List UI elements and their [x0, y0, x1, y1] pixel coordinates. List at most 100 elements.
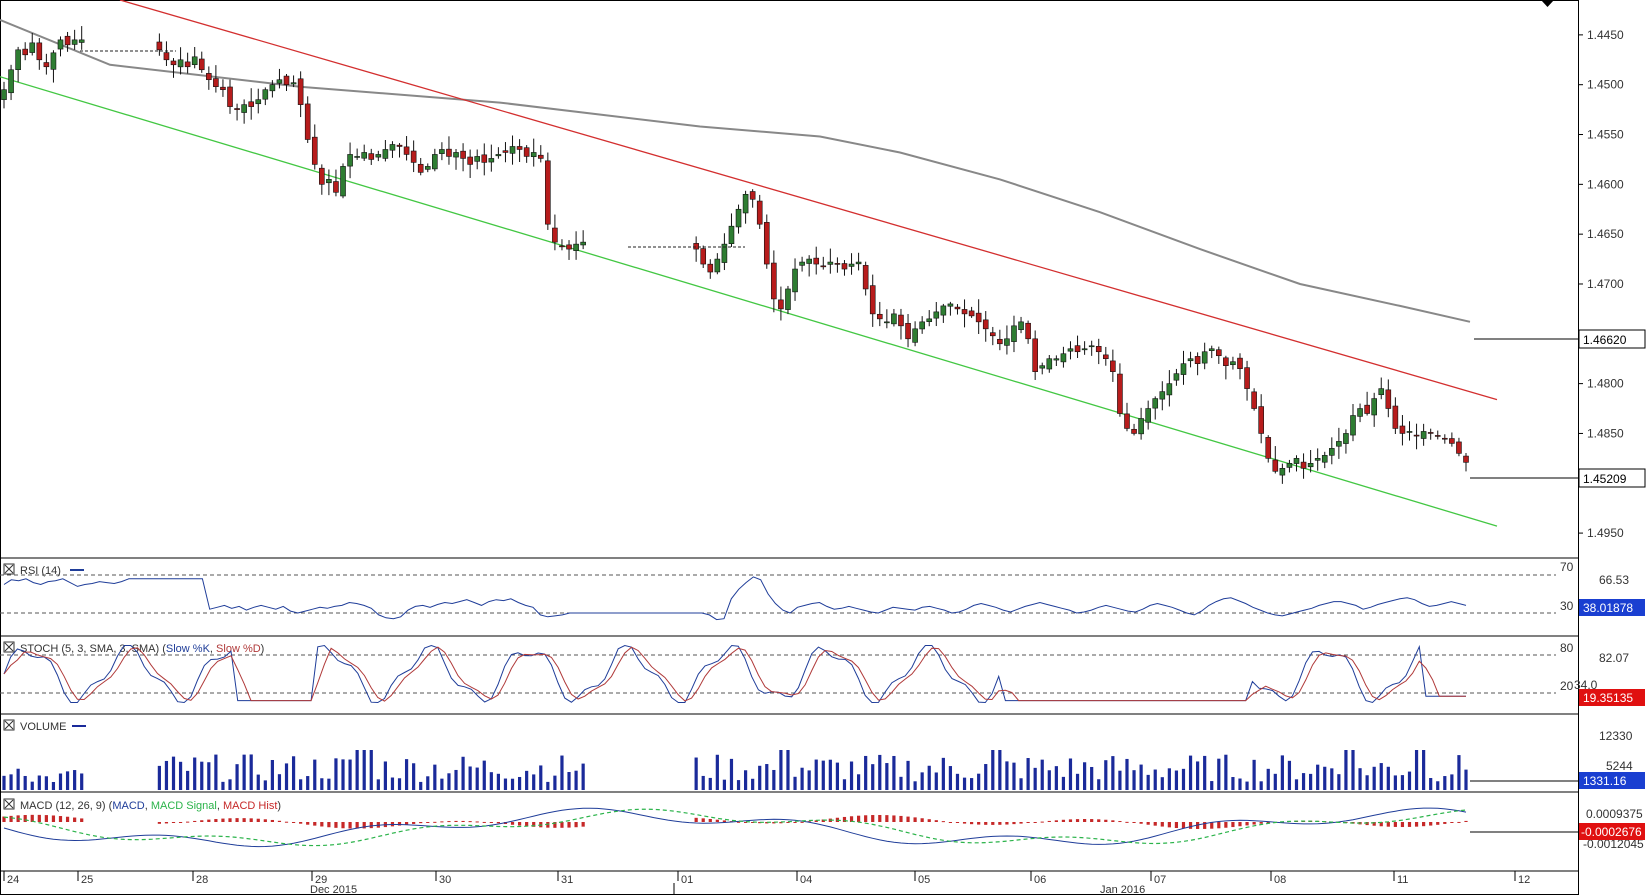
candle-body: [460, 150, 466, 159]
candle-body: [177, 59, 184, 68]
rsi-close-icon[interactable]: [4, 564, 14, 574]
volume-close-icon[interactable]: [4, 720, 14, 730]
volume-bar: [419, 781, 423, 790]
candle-body: [50, 52, 57, 70]
macd-hist-bar: [574, 822, 578, 828]
volume-bar: [299, 779, 303, 790]
candle-body: [1095, 346, 1102, 353]
stoch-toggle-icon[interactable]: [3, 641, 15, 653]
candle-body: [1427, 432, 1434, 434]
candle-body: [1406, 431, 1413, 433]
macd-toggle-icon[interactable]: [3, 798, 15, 810]
macd-hist-bar: [998, 822, 1002, 825]
candle-body: [961, 309, 968, 315]
volume-bar: [779, 750, 783, 790]
volume-bar: [1337, 774, 1341, 790]
candle-body: [382, 149, 389, 159]
candle-body: [813, 257, 820, 265]
volume-bar: [1118, 770, 1122, 790]
candle-body: [1237, 357, 1243, 369]
candle-body: [340, 166, 346, 197]
macd-hist-bar: [496, 822, 500, 824]
macd-value-label: -0.0002676: [1581, 825, 1642, 839]
candle-body: [742, 194, 749, 214]
candle-body: [1046, 358, 1053, 370]
stoch-d-line: [3, 646, 1466, 702]
macd-hist-bar: [313, 822, 317, 826]
volume-bar: [510, 778, 515, 790]
macd-hist-bar: [701, 818, 705, 822]
candle-body: [163, 52, 170, 61]
candle-body: [1343, 433, 1349, 444]
macd-hist-bar: [228, 818, 232, 822]
macd-hist-bar: [581, 822, 585, 827]
volume-bar: [517, 776, 522, 790]
candle-body: [446, 148, 452, 157]
macd-hist-bar: [920, 818, 924, 822]
volume-bar: [1203, 755, 1207, 790]
macd-close-icon[interactable]: [4, 799, 14, 809]
volume-bar: [341, 759, 345, 790]
volume-bars: [2, 750, 1468, 790]
volume-bar: [412, 763, 416, 790]
scroll-marker-icon[interactable]: [1541, 0, 1554, 7]
candle-body: [319, 167, 325, 185]
rsi-toggle-icon[interactable]: [3, 563, 15, 575]
macd-hist-bar: [1019, 822, 1023, 824]
candle-body: [1117, 373, 1123, 414]
macd-hist-bar: [1160, 822, 1164, 827]
macd-hist-bar: [694, 817, 698, 822]
candle-body: [1300, 461, 1307, 469]
volume-bar: [178, 761, 183, 790]
candle-body: [1173, 373, 1180, 381]
candle-body: [707, 263, 714, 273]
price-panel: 1.49501.49001.48501.48001.47501.47001.46…: [0, 0, 1646, 540]
macd-hist-bar: [948, 822, 953, 823]
volume-bar: [807, 770, 811, 790]
candle-body: [255, 99, 262, 105]
candle-body: [714, 258, 721, 273]
macd-hist-bar: [821, 819, 825, 822]
macd-hist-bar: [871, 815, 875, 822]
volume-bar: [1273, 773, 1277, 790]
macd-hist-bar: [178, 822, 183, 823]
macd-hist-bar: [355, 822, 359, 829]
volume-bar: [51, 782, 56, 790]
macd-hist-bar: [722, 820, 727, 822]
stoch-close-icon[interactable]: [4, 642, 14, 652]
rsi-level-70-label: 70: [1560, 560, 1574, 574]
candle-body: [396, 144, 403, 147]
macd-line: [3, 807, 1467, 848]
volume-bar: [320, 778, 324, 790]
volume-bar: [1351, 750, 1355, 790]
macd-hist-bar: [1090, 819, 1094, 822]
macd-hist-bar: [489, 822, 493, 823]
volume-toggle-icon[interactable]: [3, 719, 15, 731]
volume-bar: [1316, 764, 1320, 790]
volume-bar: [1146, 774, 1150, 790]
volume-bar: [1259, 781, 1263, 790]
sma-200-line: [0, 18, 1471, 323]
candle-body: [1279, 468, 1286, 476]
candle-body: [1286, 463, 1293, 468]
volume-bar: [1252, 759, 1256, 790]
volume-bar: [482, 760, 486, 790]
volume-value-label: 1331.16: [1583, 774, 1627, 788]
candle-body: [432, 154, 438, 170]
macd-hist-bar: [751, 822, 755, 823]
macd-hist-bar: [341, 822, 345, 829]
stoch-level-20-label: 20: [1560, 679, 1574, 693]
candle-body: [1442, 437, 1448, 440]
macd-hist-bar: [235, 818, 239, 822]
candle-body: [700, 248, 707, 265]
macd-hist-bar: [934, 820, 938, 822]
stoch-mid-label: 34.0: [1574, 678, 1598, 692]
volume-bar: [355, 750, 359, 790]
volume-bar: [532, 774, 536, 790]
volume-bar: [468, 766, 472, 790]
macd-hist-bar: [157, 822, 161, 824]
macd-hist-bar: [1153, 822, 1157, 826]
macd-hist-bar: [1047, 820, 1051, 822]
volume-bar: [1287, 760, 1292, 790]
candle-body: [806, 258, 812, 264]
